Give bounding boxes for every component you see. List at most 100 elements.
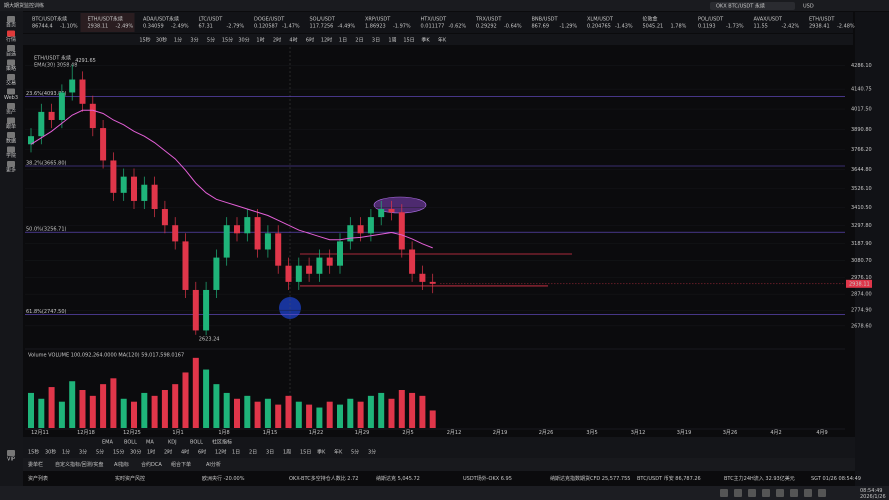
timeframe[interactable]: 3分 xyxy=(190,37,198,44)
indicator-tab[interactable]: BOLL xyxy=(190,440,203,446)
sidebar-label: 行情 xyxy=(6,36,16,43)
timeframe-bottom[interactable]: 季K xyxy=(317,449,326,456)
x-tick-label: 1月22 xyxy=(309,430,324,436)
timeframe[interactable]: 1日 xyxy=(339,38,347,44)
x-tick-label: 12月25 xyxy=(123,430,141,436)
timeframe-bottom[interactable]: 5分 xyxy=(96,449,104,456)
volume-bar xyxy=(357,401,364,428)
volume-bar xyxy=(429,410,436,428)
timeframe[interactable]: 12时 xyxy=(321,37,332,44)
indicator-tab[interactable]: MA xyxy=(146,440,154,446)
timeframe[interactable]: 1周 xyxy=(388,38,396,44)
timeframe[interactable]: 4时 xyxy=(289,37,297,44)
timeframe[interactable]: 2时 xyxy=(273,37,281,44)
ticker-change: -1.47% xyxy=(282,24,300,30)
timeframe[interactable]: 6时 xyxy=(306,37,314,44)
timeframe-bottom[interactable]: 30分 xyxy=(130,449,141,456)
candle-body xyxy=(151,184,158,210)
news-item: OKX-BTC多空持仓人数比 2.72 xyxy=(289,475,358,482)
timeframe-bottom[interactable]: 1时 xyxy=(147,449,155,456)
sidebar-icon xyxy=(7,161,15,167)
x-tick-label: 12月11 xyxy=(31,430,49,436)
ticker-price: 117.7256 xyxy=(310,24,334,30)
indicator-tab[interactable]: 社区指标 xyxy=(212,439,232,446)
search-box[interactable] xyxy=(710,2,795,10)
timeframe-bottom[interactable]: 1日 xyxy=(232,450,240,456)
timeframe[interactable]: 30秒 xyxy=(156,37,167,44)
timeframe[interactable]: 3日 xyxy=(372,38,380,44)
candle-body xyxy=(203,289,210,331)
timeframe-bottom[interactable]: 3分 xyxy=(79,449,87,456)
news-item: USDT场外-OKX 6.95 xyxy=(463,475,512,482)
ticker-price: 0.011177 xyxy=(421,24,445,30)
timeframe-bottom[interactable]: 1分 xyxy=(62,449,70,456)
fib-label: 61.8%(2747.50) xyxy=(26,309,67,315)
timeframe-bottom[interactable]: 30秒 xyxy=(45,449,56,456)
sidebar-label: 策略 xyxy=(6,65,16,72)
panel-bar xyxy=(23,458,876,471)
timeframe-bottom[interactable]: 5分 xyxy=(351,449,359,456)
timeframe-bottom[interactable]: 2日 xyxy=(249,450,257,456)
volume-bar xyxy=(192,357,199,428)
x-tick-label: 1月8 xyxy=(218,430,229,436)
panel-tab[interactable]: 委单栏 xyxy=(28,461,43,468)
timeframe-bottom[interactable]: 3分 xyxy=(368,449,376,456)
panel-tab[interactable]: 自定义指标/回测/实盘 xyxy=(55,461,103,468)
timeframe[interactable]: 15秒 xyxy=(139,37,150,44)
candle-body xyxy=(213,257,220,290)
panel-tab[interactable]: 合约DCA xyxy=(141,461,162,468)
panel-tab[interactable]: 组合下单 xyxy=(171,461,191,468)
volume-bar xyxy=(79,390,86,428)
y-tick-label: 3890.80 xyxy=(851,127,872,133)
timeframe-bottom[interactable]: 4时 xyxy=(181,449,189,456)
timeframe-bottom[interactable]: 15秒 xyxy=(28,449,39,456)
volume-bar xyxy=(234,398,240,428)
timeframe[interactable]: 季K xyxy=(421,37,430,44)
sidebar xyxy=(0,11,23,500)
tabs-bar xyxy=(23,437,876,458)
timeframe[interactable]: 15分 xyxy=(222,37,233,44)
x-tick-label: 12月18 xyxy=(77,430,95,436)
timeframe-bottom[interactable]: 3日 xyxy=(266,450,274,456)
ticker-name: LTC/USDT xyxy=(199,17,224,23)
x-tick-label: 4月2 xyxy=(770,430,781,436)
timeframe[interactable]: 5分 xyxy=(207,37,215,44)
sidebar-label: 跟单 xyxy=(6,123,16,130)
timeframe[interactable]: 2日 xyxy=(355,38,363,44)
y-tick-label: 3526.10 xyxy=(851,186,872,192)
volume-bar xyxy=(161,390,168,428)
volume-bar xyxy=(295,401,302,428)
indicator-tab[interactable]: EMA xyxy=(102,440,113,446)
ticker-name: DOGE/USDT xyxy=(254,17,285,23)
timeframe-bottom[interactable]: 12时 xyxy=(215,449,226,456)
y-tick-label: 3187.90 xyxy=(851,241,872,247)
timeframe[interactable]: 1时 xyxy=(256,37,264,44)
timeframe[interactable]: 30分 xyxy=(238,37,249,44)
panel-tab[interactable]: AI指标 xyxy=(114,461,129,468)
volume-bar xyxy=(120,398,127,428)
timeframe-bottom[interactable]: 15分 xyxy=(113,449,124,456)
last-label: 2938.11 xyxy=(849,281,870,287)
sidebar-icon xyxy=(7,450,15,456)
timeframe-bottom[interactable]: 2时 xyxy=(164,449,172,456)
timeframe[interactable]: 15日 xyxy=(403,38,414,44)
timeframe[interactable]: 1分 xyxy=(174,37,182,44)
taskbar-icon xyxy=(818,489,826,497)
timeframe-bottom[interactable]: 1周 xyxy=(283,450,291,456)
candle-body xyxy=(316,257,323,274)
ticker-change: -1.43% xyxy=(615,24,633,30)
indicator-tab[interactable]: KDJ xyxy=(168,440,177,446)
timeframe-bottom[interactable]: 6时 xyxy=(198,449,206,456)
indicator-tab[interactable]: BOLL xyxy=(124,440,137,446)
right-rail xyxy=(855,12,889,486)
timeframe[interactable]: 年K xyxy=(438,37,447,44)
timeframe-bottom[interactable]: 年K xyxy=(334,449,343,456)
volume-bar xyxy=(388,398,395,428)
candle-body xyxy=(182,241,189,290)
timeframe-bottom[interactable]: 15日 xyxy=(300,450,311,456)
news-item: 纳斯达克指数期货CFD 25,577.755 xyxy=(550,475,630,482)
clock-time: 08:54:49 xyxy=(860,488,882,494)
currency[interactable]: USD xyxy=(803,4,814,10)
panel-tab[interactable]: AI分析 xyxy=(206,461,221,468)
